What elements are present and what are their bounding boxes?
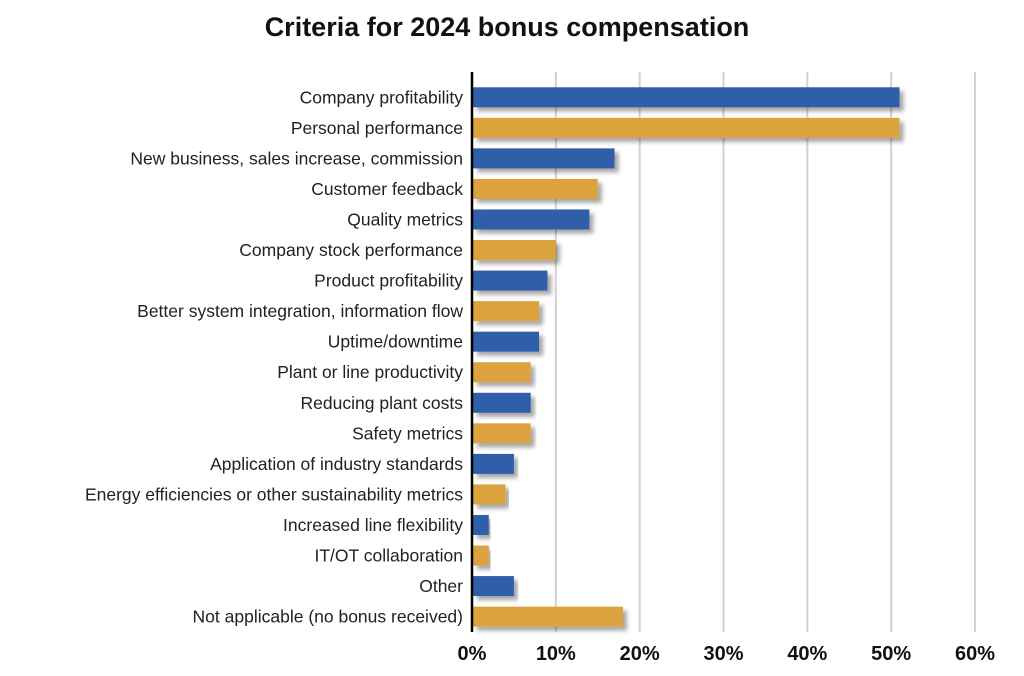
x-tick-label: 40%: [787, 643, 827, 665]
bar: [473, 362, 531, 383]
x-tick-label: 50%: [871, 643, 911, 665]
category-label: Company stock performance: [239, 240, 463, 260]
bar: [473, 392, 531, 413]
category-label: Personal performance: [291, 118, 463, 138]
category-label: Uptime/downtime: [328, 332, 463, 352]
category-label: Customer feedback: [311, 179, 463, 199]
bar: [473, 178, 598, 199]
bar: [473, 87, 900, 108]
x-tick-label: 0%: [458, 643, 487, 665]
bar: [473, 545, 489, 566]
x-tick-label: 20%: [620, 643, 660, 665]
category-label: Better system integration, information f…: [137, 301, 463, 321]
bar: [473, 331, 540, 352]
gridlines: [554, 72, 976, 632]
category-label: Plant or line productivity: [277, 362, 463, 382]
bar: [473, 148, 615, 169]
category-label: New business, sales increase, commission: [130, 148, 463, 168]
category-label: IT/OT collaboration: [315, 546, 464, 566]
bar: [473, 270, 548, 291]
category-labels: Company profitability Personal performanc…: [85, 87, 463, 626]
x-tick-label: 30%: [703, 643, 743, 665]
bar: [473, 301, 540, 322]
category-label: Application of industry standards: [210, 454, 463, 474]
x-tick-label: 60%: [955, 643, 995, 665]
category-label: Increased line flexibility: [283, 515, 463, 535]
category-label: Not applicable (no bonus received): [193, 607, 463, 627]
category-label: Energy efficiencies or other sustainabil…: [85, 484, 463, 504]
category-label: Safety metrics: [352, 423, 463, 443]
x-axis-tick-labels: 0% 10% 20% 30% 40% 50% 60%: [458, 643, 996, 665]
bar: [473, 240, 556, 261]
bars: [473, 87, 900, 627]
category-label: Reducing plant costs: [301, 393, 464, 413]
x-tick-label: 10%: [536, 643, 576, 665]
chart-title: Criteria for 2024 bonus compensation: [264, 12, 750, 42]
bar: [473, 453, 514, 474]
bar: [473, 117, 900, 138]
bar: [473, 423, 531, 444]
category-label: Product profitability: [314, 271, 463, 291]
bar: [473, 209, 590, 230]
category-label: Company profitability: [300, 87, 464, 107]
bar: [473, 514, 489, 535]
bar: [473, 576, 514, 597]
bar: [473, 606, 623, 627]
bar: [473, 484, 506, 505]
category-label: Quality metrics: [347, 209, 463, 229]
category-label: Other: [419, 576, 463, 596]
